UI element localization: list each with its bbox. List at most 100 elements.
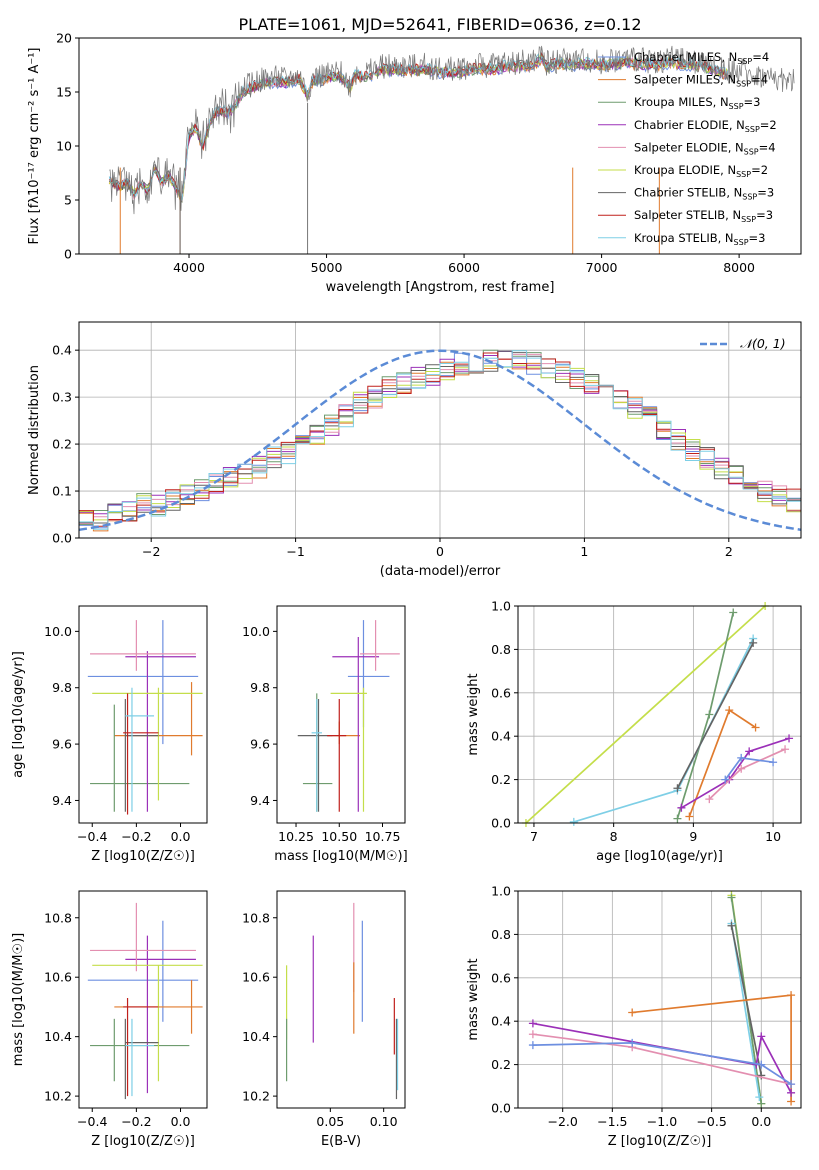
errorbar-point xyxy=(125,651,196,812)
weight-marker xyxy=(528,1019,537,1028)
y-axis-label: mass weight xyxy=(466,673,481,755)
weight-marker xyxy=(781,745,790,754)
errorbar-point xyxy=(332,637,380,812)
x-tick-label: 8 xyxy=(610,829,618,844)
weight-marker xyxy=(757,1099,766,1108)
x-axis-label: age [log10(age/yr)] xyxy=(596,849,723,864)
errorbar-point xyxy=(90,1018,190,1082)
axes-frame xyxy=(78,605,208,824)
y-axis-label: age [log10(age/yr)] xyxy=(11,651,26,778)
weight-series xyxy=(521,602,770,827)
errorbar-point xyxy=(311,699,322,812)
y-tick-label: 0.0 xyxy=(491,816,511,831)
errorbar-point xyxy=(327,721,361,745)
errorbar-point xyxy=(330,687,367,812)
weight-marker xyxy=(769,758,778,767)
y-axis-label: Flux [fλ10⁻¹⁷ erg cm⁻² s⁻¹ A⁻¹] xyxy=(27,48,42,245)
x-tick-label: 10.50 xyxy=(321,829,357,844)
x-axis-label: (data-model)/error xyxy=(380,564,501,579)
weight-marker xyxy=(528,1030,537,1039)
errorbar-point xyxy=(90,902,196,972)
errorbar-point xyxy=(123,693,159,815)
y-tick-label: 0.8 xyxy=(491,927,511,942)
x-axis-label: wavelength [Angstrom, rest frame] xyxy=(326,280,555,295)
y-tick-label: 9.4 xyxy=(52,793,72,808)
y-tick-label: 10.0 xyxy=(242,624,270,639)
x-tick-label: −2.0 xyxy=(548,1114,578,1129)
spectrum-panel: 4000 5000 6000 7000 8000 0 5 10 15 20 wavelength [… xyxy=(27,31,802,295)
errorbar-point xyxy=(297,699,333,812)
weight-marker xyxy=(569,817,578,826)
weight-marker xyxy=(785,734,794,743)
y-tick-label: 0.2 xyxy=(491,772,511,787)
x-tick-label: 7000 xyxy=(586,260,618,275)
y-tick-label: 9.6 xyxy=(52,737,72,752)
y-tick-label: 0.8 xyxy=(491,642,511,657)
weight-series xyxy=(721,753,778,784)
y-tick-label: 10.6 xyxy=(44,970,72,985)
x-tick-label: 7 xyxy=(530,829,538,844)
y-axis-label: mass weight xyxy=(466,958,481,1040)
plot-area xyxy=(297,620,400,812)
errorbar-point xyxy=(90,620,196,671)
weight-marker xyxy=(787,1097,796,1106)
weight-marker xyxy=(727,921,736,930)
plot-area xyxy=(87,902,203,1100)
errorbar-point xyxy=(123,998,159,1097)
y-tick-label: 0.4 xyxy=(491,1014,511,1029)
errorbar-point xyxy=(124,699,159,812)
age-vs-mass-panel: 10.25 10.50 10.75 9.4 9.6 9.8 10.0 mass [log10(… xyxy=(242,605,408,864)
legend-label: Chabrier STELIB, NSSP=3 xyxy=(634,186,774,202)
weight-marker xyxy=(757,1071,766,1080)
plot-area xyxy=(108,45,795,254)
weight-marker xyxy=(705,795,714,804)
x-tick-label: 10.25 xyxy=(278,829,314,844)
histogram-step xyxy=(79,352,801,527)
weight-marker xyxy=(755,1093,764,1102)
y-tick-label: 5 xyxy=(64,193,72,208)
weight-marker xyxy=(685,812,694,821)
weight-marker xyxy=(751,723,760,732)
weight-series xyxy=(685,706,760,821)
errorbar-point xyxy=(90,704,190,812)
x-tick-label: −0.4 xyxy=(77,829,107,844)
errorbar-point xyxy=(92,687,203,801)
axes-frame xyxy=(517,890,802,1109)
errorbar-point xyxy=(360,620,400,671)
weight-line xyxy=(525,605,766,824)
weight-line xyxy=(532,1022,792,1094)
errorbar-point xyxy=(125,687,155,812)
y-tick-label: 9.6 xyxy=(250,737,270,752)
x-tick-label: 1 xyxy=(580,544,588,559)
y-tick-label: 1.0 xyxy=(491,599,511,614)
weight-marker xyxy=(757,1032,766,1041)
y-tick-label: 10 xyxy=(56,139,72,154)
weight-series xyxy=(528,1019,796,1097)
x-tick-label: 2 xyxy=(725,544,733,559)
plot-area xyxy=(528,891,796,1108)
y-tick-label: 10.2 xyxy=(44,1089,72,1104)
y-tick-label: 10.8 xyxy=(44,910,72,925)
weight-line xyxy=(680,737,790,809)
y-tick-label: 0.6 xyxy=(491,685,511,700)
y-tick-label: 0.6 xyxy=(491,970,511,985)
x-tick-label: 0.0 xyxy=(751,1114,771,1129)
y-tick-label: 0.2 xyxy=(491,1057,511,1072)
x-axis-label: Z [log10(Z/Z☉)] xyxy=(608,1134,712,1149)
y-tick-label: 0 xyxy=(64,247,72,262)
axes-frame xyxy=(276,605,406,824)
x-tick-label: 0.05 xyxy=(316,1114,344,1129)
axes-frame xyxy=(517,605,802,824)
x-tick-label: 4000 xyxy=(173,260,205,275)
plot-area xyxy=(78,349,802,532)
x-tick-label: 8000 xyxy=(723,260,755,275)
x-tick-label: −0.2 xyxy=(121,829,151,844)
legend-label: Kroupa STELIB, NSSP=3 xyxy=(634,231,765,247)
weight-marker xyxy=(787,1088,796,1097)
x-axis-label: mass [log10(M/M☉)] xyxy=(274,849,407,864)
legend-label: Kroupa MILES, NSSP=3 xyxy=(634,95,760,111)
y-tick-label: 10.4 xyxy=(242,1029,270,1044)
weight-marker xyxy=(673,784,682,793)
plot-area xyxy=(521,602,794,827)
